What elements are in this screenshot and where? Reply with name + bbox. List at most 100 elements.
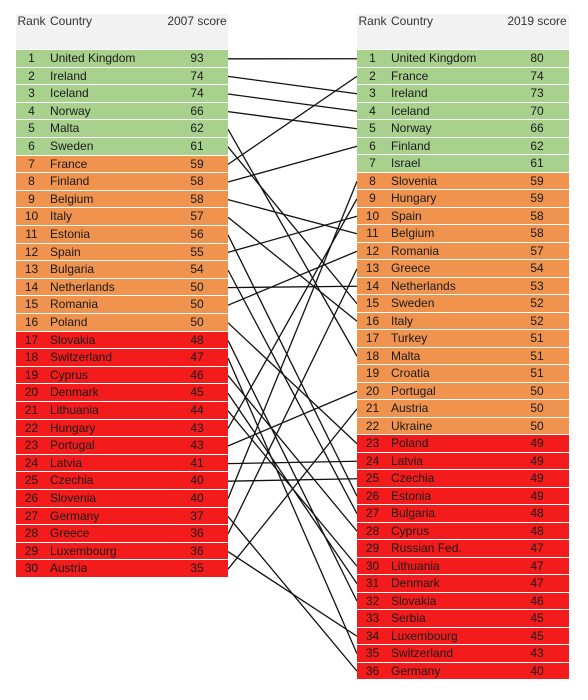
row-rank: 30 bbox=[357, 557, 388, 575]
row-rank: 7 bbox=[16, 155, 47, 174]
row-country: Latvia bbox=[388, 452, 505, 470]
row-country: Luxembourg bbox=[47, 542, 166, 561]
rank-connector bbox=[227, 551, 358, 637]
row-score: 74 bbox=[505, 67, 569, 85]
row-country: Slovenia bbox=[47, 490, 166, 508]
rank-connector bbox=[227, 250, 358, 306]
row-rank: 20 bbox=[357, 382, 388, 400]
row-score: 50 bbox=[166, 314, 228, 332]
row-score: 61 bbox=[166, 138, 228, 156]
row-rank: 12 bbox=[357, 242, 388, 260]
row-rank: 21 bbox=[357, 400, 388, 418]
row-score: 93 bbox=[166, 50, 228, 68]
row-rank: 13 bbox=[357, 260, 388, 278]
rank-connector bbox=[227, 322, 358, 445]
row-score: 48 bbox=[166, 331, 228, 350]
row-score: 47 bbox=[505, 575, 569, 593]
row-rank: 2 bbox=[357, 67, 388, 85]
row-score: 62 bbox=[166, 120, 228, 138]
row-score: 47 bbox=[505, 557, 569, 575]
row-score: 50 bbox=[505, 417, 569, 435]
row-country: Ireland bbox=[388, 85, 505, 103]
row-score: 53 bbox=[505, 277, 569, 295]
row-country: Ireland bbox=[47, 67, 166, 86]
row-score: 49 bbox=[505, 470, 569, 488]
header-score: 2007 score bbox=[166, 14, 228, 50]
row-country: France bbox=[47, 155, 166, 174]
row-country: Belgium bbox=[47, 190, 166, 209]
row-rank: 26 bbox=[357, 487, 388, 505]
row-rank: 32 bbox=[357, 592, 388, 610]
row-country: Hungary bbox=[388, 190, 505, 208]
header-rank: Rank bbox=[357, 14, 388, 50]
rank-connector bbox=[227, 198, 358, 235]
row-rank: 10 bbox=[357, 207, 388, 225]
rank-connector bbox=[227, 234, 358, 497]
row-country: Malta bbox=[388, 347, 505, 365]
row-country: Norway bbox=[388, 120, 505, 138]
row-rank: 15 bbox=[357, 295, 388, 313]
row-rank: 18 bbox=[357, 347, 388, 365]
row-score: 49 bbox=[505, 452, 569, 470]
row-rank: 29 bbox=[16, 542, 47, 561]
row-score: 74 bbox=[166, 67, 228, 86]
row-country: Italy bbox=[388, 312, 505, 330]
row-country: Germany bbox=[47, 507, 166, 526]
row-rank: 14 bbox=[357, 277, 388, 295]
row-rank: 24 bbox=[16, 454, 47, 473]
row-score: 49 bbox=[505, 435, 569, 453]
row-country: Slovakia bbox=[47, 331, 166, 350]
row-score: 58 bbox=[166, 190, 228, 209]
row-country: Ukraine bbox=[388, 417, 505, 435]
header-rank: Rank bbox=[16, 14, 47, 50]
row-rank: 17 bbox=[357, 330, 388, 348]
row-country: Portugal bbox=[388, 382, 505, 400]
row-score: 40 bbox=[505, 662, 569, 680]
row-country: Czechia bbox=[47, 472, 166, 490]
row-score: 74 bbox=[166, 85, 228, 103]
row-country: Estonia bbox=[388, 487, 505, 505]
rank-connector bbox=[227, 478, 358, 482]
row-country: Norway bbox=[47, 102, 166, 121]
row-rank: 24 bbox=[357, 452, 388, 470]
row-score: 51 bbox=[505, 330, 569, 348]
row-rank: 22 bbox=[16, 419, 47, 438]
row-country: Austria bbox=[47, 560, 166, 578]
row-country: Finland bbox=[388, 137, 505, 155]
row-rank: 3 bbox=[16, 85, 47, 103]
row-rank: 14 bbox=[16, 278, 47, 297]
row-score: 36 bbox=[166, 542, 228, 561]
row-score: 59 bbox=[505, 172, 569, 190]
row-score: 55 bbox=[166, 243, 228, 262]
rank-connector bbox=[227, 357, 358, 655]
row-rank: 3 bbox=[357, 85, 388, 103]
row-rank: 6 bbox=[16, 138, 47, 156]
row-score: 43 bbox=[505, 645, 569, 663]
row-score: 48 bbox=[505, 522, 569, 540]
row-score: 58 bbox=[505, 225, 569, 243]
rank-connector bbox=[227, 215, 358, 254]
rank-connector bbox=[227, 216, 358, 322]
row-rank: 7 bbox=[357, 155, 388, 173]
row-rank: 5 bbox=[16, 120, 47, 138]
row-country: Portugal bbox=[47, 437, 166, 455]
rank-connector bbox=[227, 408, 358, 570]
row-score: 50 bbox=[166, 278, 228, 297]
row-country: Luxembourg bbox=[388, 627, 505, 645]
rank-connector bbox=[227, 145, 358, 183]
row-score: 62 bbox=[505, 137, 569, 155]
row-score: 49 bbox=[505, 487, 569, 505]
row-rank: 21 bbox=[16, 402, 47, 420]
rank-connector bbox=[227, 268, 358, 535]
row-rank: 1 bbox=[16, 50, 47, 68]
row-score: 52 bbox=[505, 295, 569, 313]
row-country: Iceland bbox=[47, 85, 166, 103]
row-score: 43 bbox=[166, 419, 228, 438]
row-country: Estonia bbox=[47, 226, 166, 244]
row-score: 51 bbox=[505, 347, 569, 365]
row-score: 35 bbox=[166, 560, 228, 578]
row-score: 46 bbox=[505, 592, 569, 610]
row-country: Israel bbox=[388, 155, 505, 173]
